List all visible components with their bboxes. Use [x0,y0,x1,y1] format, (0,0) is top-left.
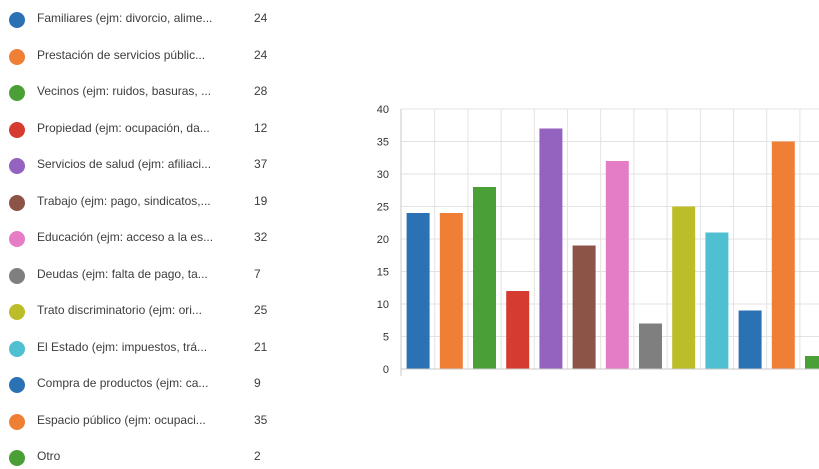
legend-swatch [9,85,25,101]
legend-count: 21 [254,339,268,354]
legend-swatch [9,231,25,247]
bar[interactable] [572,245,596,370]
bar[interactable] [771,141,795,370]
legend-swatch [9,48,25,65]
legend-count: 9 [254,376,261,390]
bar[interactable] [439,213,463,369]
bar[interactable] [738,310,762,370]
legend-item[interactable]: Servicios de salud (ejm: afiliaci... 37 [9,155,299,177]
legend-count: 24 [254,11,268,25]
bar[interactable] [705,232,729,370]
legend-count: 32 [254,230,268,244]
y-tick-label: 15 [377,267,389,279]
legend-count: 7 [254,266,261,281]
legend-count: 12 [254,120,268,135]
legend-count: 28 [254,84,268,98]
legend-label: Prestación de servicios públic... [37,47,206,62]
legend-swatch [9,340,25,357]
legend-item[interactable]: Vecinos (ejm: ruidos, basuras, ... 28 [9,82,299,104]
legend-label: Familiares (ejm: divorcio, alime... [37,11,213,25]
legend-label: El Estado (ejm: impuestos, trá... [37,339,208,354]
legend: Familiares (ejm: divorcio, alime... 24 Pre… [0,0,300,469]
bar[interactable] [605,161,629,369]
legend-swatch [9,194,25,211]
legend-count: 2 [254,449,261,463]
legend-label: Compra de productos (ejm: ca... [37,376,209,390]
legend-swatch [9,304,25,320]
bar[interactable] [506,291,530,369]
legend-swatch [9,12,25,28]
y-tick-label: 0 [383,364,389,376]
legend-count: 25 [254,303,268,317]
legend-label: Propiedad (ejm: ocupación, da... [37,120,210,135]
legend-item[interactable]: Familiares (ejm: divorcio, alime... 24 [9,9,299,31]
bar[interactable] [539,128,563,370]
y-tick-label: 35 [377,137,389,149]
legend-count: 35 [254,412,268,427]
legend-swatch [9,450,25,466]
legend-label: Deudas (ejm: falta de pago, ta... [37,266,208,281]
legend-item[interactable]: Compra de productos (ejm: ca... 9 [9,374,299,396]
legend-count: 24 [254,47,268,62]
legend-swatch [9,121,25,138]
legend-item[interactable]: Otro 2 [9,447,299,469]
y-tick-label: 25 [377,202,389,214]
legend-swatch [9,413,25,430]
legend-label: Servicios de salud (ejm: afiliaci... [37,157,212,171]
bar[interactable] [406,213,430,369]
legend-item[interactable]: Espacio público (ejm: ocupaci... 35 [9,411,299,433]
legend-count: 19 [254,193,268,208]
legend-swatch [9,158,25,174]
y-tick-label: 40 [377,104,389,116]
legend-item[interactable]: Prestación de servicios públic... 24 [9,46,299,68]
y-tick-label: 20 [377,234,389,246]
bar[interactable] [473,187,496,369]
legend-count: 37 [254,157,268,171]
legend-label: Trato discriminatorio (ejm: ori... [37,303,202,317]
bar[interactable] [672,206,696,370]
legend-item[interactable]: Propiedad (ejm: ocupación, da... 12 [9,119,299,141]
legend-label: Trabajo (ejm: pago, sindicatos,... [37,193,211,208]
legend-label: Espacio público (ejm: ocupaci... [37,412,206,427]
legend-item[interactable]: Trato discriminatorio (ejm: ori... 25 [9,301,299,323]
y-tick-label: 5 [383,332,389,344]
legend-item[interactable]: El Estado (ejm: impuestos, trá... 21 [9,338,299,360]
legend-item[interactable]: Trabajo (ejm: pago, sindicatos,... 19 [9,192,299,214]
legend-swatch [9,377,25,393]
legend-label: Vecinos (ejm: ruidos, basuras, ... [37,84,212,98]
bar[interactable] [639,323,662,370]
y-tick-label: 10 [377,299,389,311]
legend-label: Otro [37,449,61,463]
legend-item[interactable]: Educación (ejm: acceso a la es... 32 [9,228,299,250]
legend-item[interactable]: Deudas (ejm: falta de pago, ta... 7 [9,265,299,287]
legend-swatch [9,267,25,284]
legend-label: Educación (ejm: acceso a la es... [37,230,214,244]
bar[interactable] [805,356,819,369]
y-tick-label: 30 [377,169,389,181]
